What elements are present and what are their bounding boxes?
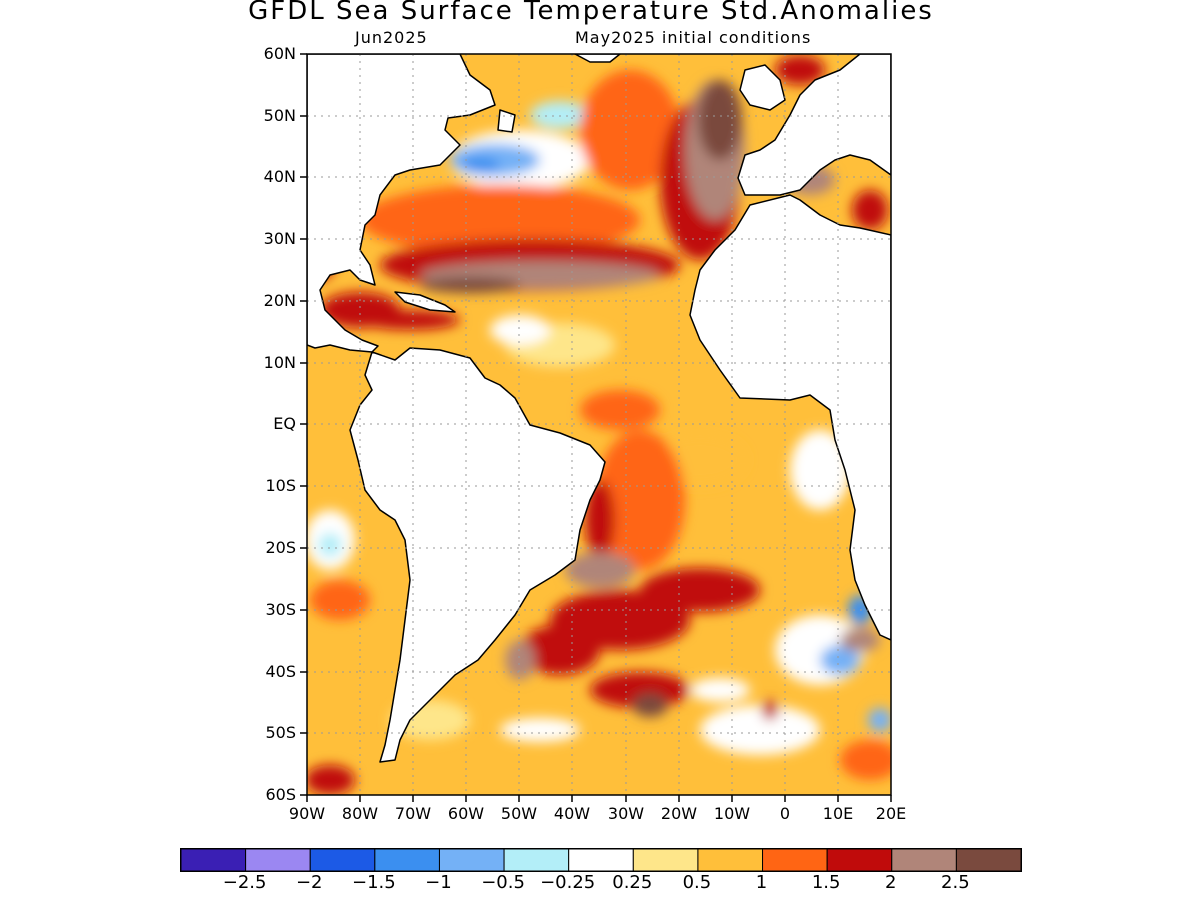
lat-label: 40S — [265, 662, 296, 681]
colorbar-swatch — [697, 849, 764, 871]
lon-label: 10W — [713, 804, 751, 823]
colorbar-swatch — [245, 849, 311, 871]
lat-label: 10N — [263, 353, 296, 372]
lat-label: 30S — [265, 600, 296, 619]
colorbar-swatch — [762, 849, 828, 871]
colorbar-swatch — [955, 849, 1021, 871]
lon-label: 10E — [822, 804, 854, 823]
colorbar-swatch — [181, 849, 247, 871]
colorbar-swatch — [826, 849, 893, 871]
chart-title: GFDL Sea Surface Temperature Std.Anomali… — [248, 0, 934, 26]
colorbar-swatch — [309, 849, 376, 871]
lat-label: 10S — [265, 476, 296, 495]
colorbar-label: 2.5 — [941, 872, 970, 893]
lon-label: 80W — [341, 804, 379, 823]
colorbar-label: −0.25 — [540, 872, 596, 893]
colorbar-label: −2.5 — [222, 872, 267, 893]
colorbar-label: −0.5 — [481, 872, 525, 893]
lat-label: 60N — [263, 44, 296, 63]
lon-label: 60W — [447, 804, 485, 823]
lat-label: 40N — [263, 167, 296, 186]
colorbar-label: −1 — [425, 872, 452, 893]
colorbar-label: 1.5 — [811, 872, 841, 893]
lon-label: 70W — [394, 804, 432, 823]
colorbar-label: −1.5 — [351, 872, 396, 893]
lon-label: 40W — [553, 804, 591, 823]
lat-label: 20N — [263, 291, 296, 310]
colorbar-swatch — [891, 849, 957, 871]
colorbar-label: −2 — [295, 872, 323, 893]
colorbar-label: 0.5 — [682, 872, 712, 893]
colorbar — [180, 848, 1022, 872]
lon-label: 30W — [607, 804, 645, 823]
lat-label: 20S — [265, 538, 296, 557]
colorbar-swatch — [568, 849, 634, 871]
lon-label: 20E — [875, 804, 907, 823]
colorbar-label: 2 — [885, 872, 897, 893]
anomaly-field — [307, 54, 891, 795]
lat-label: 60S — [265, 785, 296, 804]
lat-label: 30N — [263, 229, 296, 248]
lon-label: 90W — [288, 804, 326, 823]
colorbar-swatch — [374, 849, 440, 871]
colorbar-swatch — [503, 849, 570, 871]
colorbar-label: 0.25 — [612, 872, 653, 893]
lon-label: 50W — [500, 804, 538, 823]
colorbar-label: 1 — [755, 872, 768, 893]
forecast-month: Jun2025 — [355, 28, 428, 47]
lat-label: 50S — [265, 723, 296, 742]
colorbar-swatch — [632, 849, 699, 871]
lat-label: EQ — [273, 414, 296, 433]
lon-label: 20W — [660, 804, 698, 823]
lon-label: 0 — [779, 804, 791, 823]
colorbar-swatch — [438, 849, 505, 871]
lat-label: 50N — [263, 106, 296, 125]
initial-conditions: May2025 initial conditions — [575, 28, 812, 47]
